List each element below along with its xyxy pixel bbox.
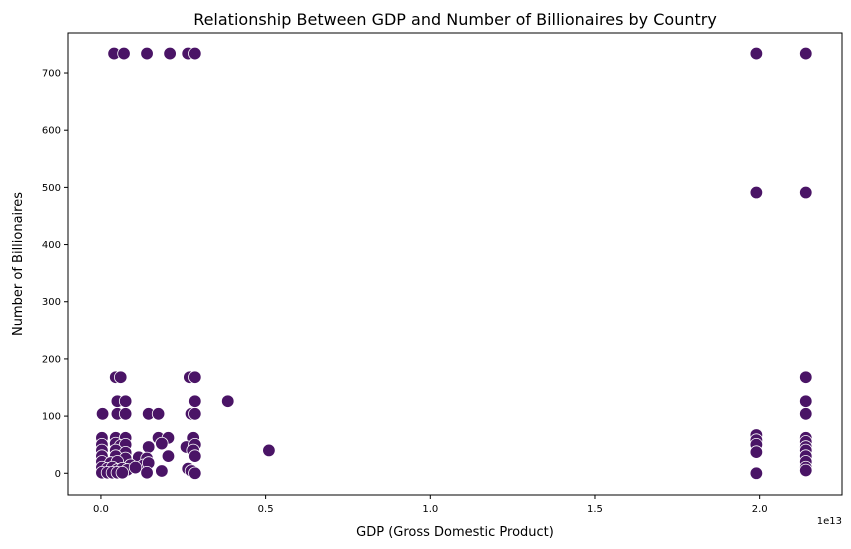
data-point xyxy=(749,46,764,61)
data-point xyxy=(118,407,133,421)
y-tick-label: 600 xyxy=(42,126,61,137)
data-point xyxy=(188,394,202,408)
data-point xyxy=(188,46,202,61)
data-point xyxy=(799,370,813,384)
data-point xyxy=(799,185,813,200)
data-point xyxy=(115,466,130,480)
data-point xyxy=(262,443,276,458)
x-offset-label: 1e13 xyxy=(817,516,842,527)
data-point xyxy=(799,463,813,478)
data-point xyxy=(161,449,176,463)
data-point xyxy=(188,407,202,421)
data-point xyxy=(140,466,154,480)
y-tick-label: 200 xyxy=(42,354,61,365)
data-point xyxy=(141,440,156,454)
data-point xyxy=(95,407,110,421)
y-tick-label: 700 xyxy=(42,69,61,80)
y-tick-label: 300 xyxy=(42,297,61,308)
data-point xyxy=(799,46,813,61)
x-tick-label: 1.5 xyxy=(587,504,603,515)
y-tick-label: 0 xyxy=(55,469,61,480)
data-point xyxy=(799,394,813,408)
data-point xyxy=(163,46,177,61)
plot-frame xyxy=(67,32,843,496)
data-point xyxy=(221,394,235,408)
data-point xyxy=(188,449,202,463)
data-point xyxy=(113,370,128,384)
data-point xyxy=(155,436,169,451)
data-point xyxy=(128,460,143,475)
x-tick-label: 0.0 xyxy=(93,504,109,515)
y-axis: 0 100 200 300 400 500 600 700 xyxy=(42,69,68,480)
x-tick-label: 0.5 xyxy=(258,504,274,515)
data-point xyxy=(799,407,813,421)
x-axis-title: GDP (Gross Domestic Product) xyxy=(356,525,554,540)
data-point xyxy=(155,464,169,478)
x-tick-label: 1.0 xyxy=(422,504,438,515)
data-point xyxy=(151,407,166,421)
data-point xyxy=(749,445,764,459)
data-point xyxy=(118,394,133,408)
y-tick-label: 500 xyxy=(42,183,61,194)
data-point xyxy=(188,466,202,480)
data-point xyxy=(188,370,202,384)
y-tick-label: 400 xyxy=(42,240,61,251)
data-point xyxy=(749,185,764,200)
y-tick-label: 100 xyxy=(42,412,61,423)
x-tick-label: 2.0 xyxy=(752,504,768,515)
data-point xyxy=(140,46,154,61)
y-axis-title: Number of Billionaires xyxy=(11,192,26,336)
plot-area xyxy=(95,46,813,480)
chart-title: Relationship Between GDP and Number of B… xyxy=(193,10,717,29)
x-axis: 0.0 0.5 1.0 1.5 2.0 xyxy=(93,495,768,515)
data-point xyxy=(749,466,764,480)
data-point xyxy=(117,46,131,61)
